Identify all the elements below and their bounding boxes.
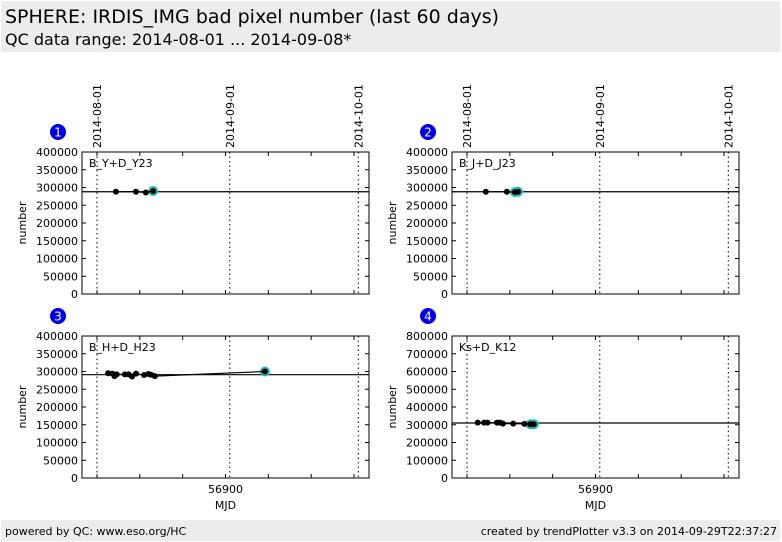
panel-label: B_Y+D_Y23 [89,157,153,170]
y-tick-label: 350000 [36,348,78,361]
panel-badge [420,308,436,324]
date-label: 2014-08-01 [91,84,104,148]
y-tick-label: 300000 [406,182,448,195]
data-point [142,189,149,196]
y-tick-label: 250000 [36,199,78,212]
data-point [484,419,491,426]
data-point [499,420,506,427]
date-label: 2014-09-01 [224,84,237,148]
y-tick-label: 600000 [406,366,448,379]
y-tick-label: 200000 [406,217,448,230]
y-tick-label: 500000 [406,383,448,396]
data-point [261,368,268,375]
y-tick-label: 0 [71,472,78,485]
y-tick-label: 300000 [406,419,448,432]
y-tick-label: 350000 [36,164,78,177]
y-tick-label: 700000 [406,348,448,361]
y-tick-label: 400000 [406,146,448,159]
panel-badge [50,308,66,324]
y-tick-label: 150000 [406,235,448,248]
y-tick-label: 0 [441,288,448,301]
y-axis-label: number [386,201,399,244]
y-tick-label: 50000 [413,270,448,283]
y-tick-label: 0 [71,288,78,301]
panel-number: 1 [54,126,62,140]
y-tick-label: 250000 [36,383,78,396]
footer-right: created by trendPlotter v3.3 on 2014-09-… [480,525,777,538]
x-axis-label: MJD [215,499,236,512]
y-tick-label: 300000 [36,182,78,195]
data-point [510,420,517,427]
y-tick-label: 100000 [406,253,448,266]
y-tick-label: 400000 [36,330,78,343]
y-axis-label: number [386,385,399,428]
y-tick-label: 100000 [36,437,78,450]
panel-3: 3 0 50000 100000 150000 200000 250000 300000 350… [16,308,370,512]
series-line [115,190,154,194]
y-tick-label: 0 [441,472,448,485]
date-label: 2014-09-01 [594,84,607,148]
y-tick-label: 200000 [36,217,78,230]
panel-2: 2 0 50000 100000 150000 200000 250000 300000 350… [386,84,740,301]
y-tick-label: 300000 [36,366,78,379]
panel-number: 3 [54,310,62,324]
data-point [112,188,119,195]
date-label: 2014-10-01 [722,84,735,148]
y-axis-label: number [16,385,29,428]
panel-label: Ks+D_K12 [459,341,516,354]
data-point [113,371,120,378]
panel-number: 2 [424,126,432,140]
data-point [530,421,537,428]
panel-label: B_H+D_H23 [89,341,156,354]
data-point [503,188,510,195]
plot-area [81,335,370,479]
data-point [482,188,489,195]
data-point [132,370,139,377]
date-label: 2014-08-01 [461,84,474,148]
x-axis-label: MJD [585,499,606,512]
data-point [521,420,528,427]
data-point [514,188,521,195]
y-tick-label: 100000 [36,253,78,266]
footer-left[interactable]: powered by QC: www.eso.org/HC [5,525,187,538]
data-point [132,188,139,195]
y-tick-label: 200000 [406,437,448,450]
plot-area [81,151,370,295]
y-tick-label: 350000 [406,164,448,177]
panel-badge [420,124,436,140]
header: SPHERE: IRDIS_IMG bad pixel number (last… [1,1,780,52]
y-tick-label: 150000 [36,419,78,432]
panel-badge [50,124,66,140]
data-point [150,188,157,195]
x-tick-label: 56900 [578,483,613,496]
y-tick-label: 800000 [406,330,448,343]
data-point [474,419,481,426]
date-label: 2014-10-01 [352,84,365,148]
data-point [151,373,158,380]
plot-area [451,151,740,295]
y-tick-label: 200000 [36,401,78,414]
y-tick-label: 50000 [43,454,78,467]
footer: powered by QC: www.eso.org/HC created by… [1,520,780,541]
y-tick-label: 400000 [406,401,448,414]
page-subtitle: QC data range: 2014-08-01 ... 2014-09-08… [5,30,352,49]
y-tick-label: 100000 [406,454,448,467]
panel-label: B_J+D_J23 [459,157,516,170]
page-title: SPHERE: IRDIS_IMG bad pixel number (last… [5,6,500,28]
y-tick-label: 250000 [406,199,448,212]
data-point [105,370,112,377]
x-tick-label: 56900 [208,483,243,496]
y-tick-label: 50000 [43,270,78,283]
y-tick-label: 150000 [36,235,78,248]
y-tick-label: 400000 [36,146,78,159]
y-axis-label: number [16,201,29,244]
panel-1: 1 0 50000 100000 150000 200000 250000 300000 350… [16,84,370,301]
plot-area [451,335,740,479]
panel-number: 4 [424,310,432,324]
panel-4: 4 0 100000 200000 300000 400000 500000 600000 70… [386,308,740,512]
